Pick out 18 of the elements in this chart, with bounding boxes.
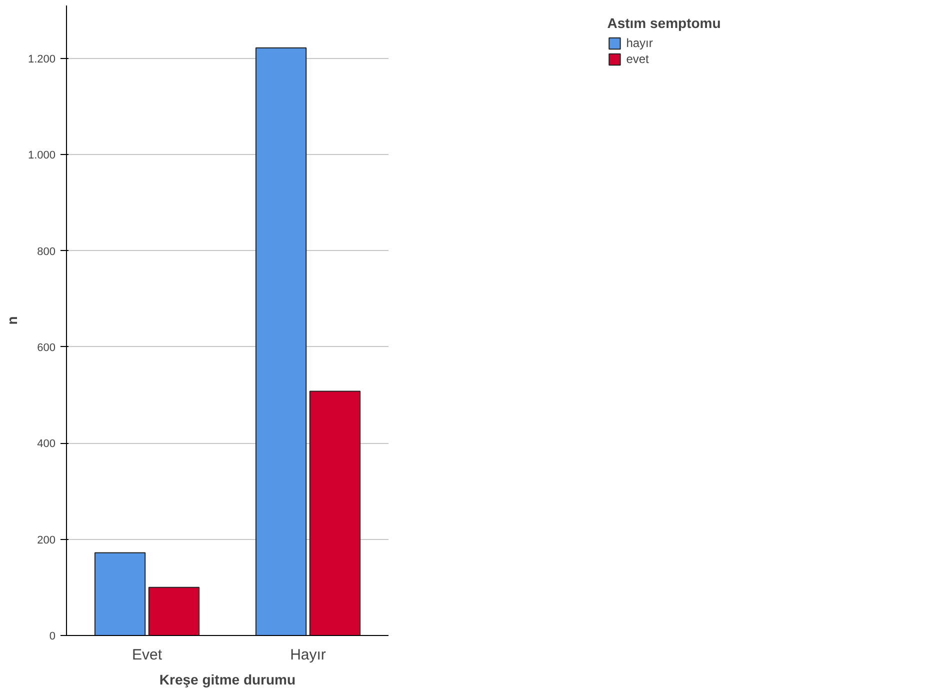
y-tick-label: 1.200	[28, 53, 56, 66]
bar	[94, 552, 146, 636]
bar	[309, 390, 361, 636]
y-tick-label: 0	[49, 630, 56, 642]
y-axis-title: n	[4, 316, 20, 325]
y-tick-label: 400	[37, 438, 56, 450]
y-tick-label: 200	[37, 534, 56, 546]
x-axis-title: Kreşe gitme durumu	[159, 672, 296, 688]
y-tick-label: 600	[37, 342, 56, 354]
bar	[148, 586, 200, 636]
y-tick-label: 1.000	[28, 150, 56, 162]
y-tick-label: 800	[37, 246, 56, 258]
x-tick-label: Evet	[132, 646, 163, 664]
bar	[255, 47, 307, 636]
legend-label: hayır	[626, 36, 653, 50]
legend-title: Astım semptomu	[607, 15, 721, 31]
legend-label: evet	[626, 52, 649, 66]
x-tick-label: Hayır	[290, 646, 326, 664]
